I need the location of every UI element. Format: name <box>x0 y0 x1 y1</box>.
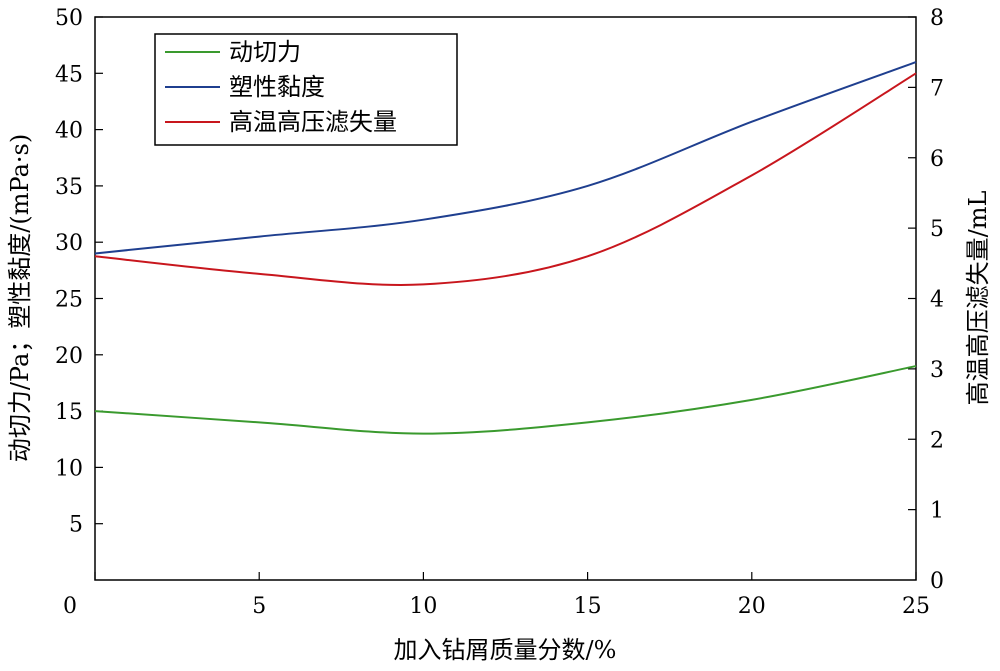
series-lines <box>94 61 917 435</box>
y-right-tick-label: 2 <box>930 428 944 453</box>
y-left-tick-label: 15 <box>55 400 83 425</box>
y-left-tick-label: 5 <box>69 513 83 538</box>
series-line-3 <box>94 72 917 287</box>
y-axis-left: 5 10 15 20 25 30 35 40 45 50 <box>55 6 103 538</box>
x-tick-label: 15 <box>574 594 602 619</box>
y-right-tick-label: 1 <box>930 499 944 524</box>
y-right-tick-label: 3 <box>930 358 944 383</box>
y-left-tick-label: 45 <box>55 62 83 87</box>
y-left-tick-label: 40 <box>55 119 83 144</box>
y-left-tick-label: 10 <box>55 456 83 481</box>
y-left-tick-label: 25 <box>55 288 83 313</box>
y-right-tick-label: 7 <box>930 76 944 101</box>
y-right-tick-label: 8 <box>930 6 944 31</box>
y-axis-right: 0 1 2 3 4 5 6 7 8 <box>908 6 944 594</box>
y-right-tick-label: 5 <box>930 217 944 242</box>
x-tick-label: 25 <box>902 594 930 619</box>
y-left-tick-label: 30 <box>55 231 83 256</box>
series-line-1 <box>94 365 917 435</box>
legend-label: 塑性黏度 <box>229 73 325 101</box>
y-right-tick-label: 4 <box>930 288 944 313</box>
x-tick-label: 5 <box>252 594 266 619</box>
y-left-tick-label: 50 <box>55 6 83 31</box>
x-tick-label: 0 <box>63 594 77 619</box>
y-right-tick-label: 6 <box>930 147 944 172</box>
y-left-tick-label: 20 <box>55 344 83 369</box>
y-axis-right-title: 高温高压滤失量/mL <box>964 191 992 406</box>
y-axis-left-title: 动切力/Pa；塑性黏度/(mPa·s) <box>6 134 34 462</box>
x-tick-label: 10 <box>409 594 437 619</box>
series-line-2 <box>94 61 917 255</box>
x-tick-label: 20 <box>738 594 766 619</box>
y-right-tick-label: 0 <box>930 569 944 594</box>
x-axis: 0 5 10 15 20 25 <box>63 572 930 619</box>
legend-label: 动切力 <box>229 38 301 66</box>
legend-label: 高温高压滤失量 <box>229 108 397 136</box>
x-axis-title: 加入钻屑质量分数/% <box>394 636 617 664</box>
y-left-tick-label: 35 <box>55 175 83 200</box>
